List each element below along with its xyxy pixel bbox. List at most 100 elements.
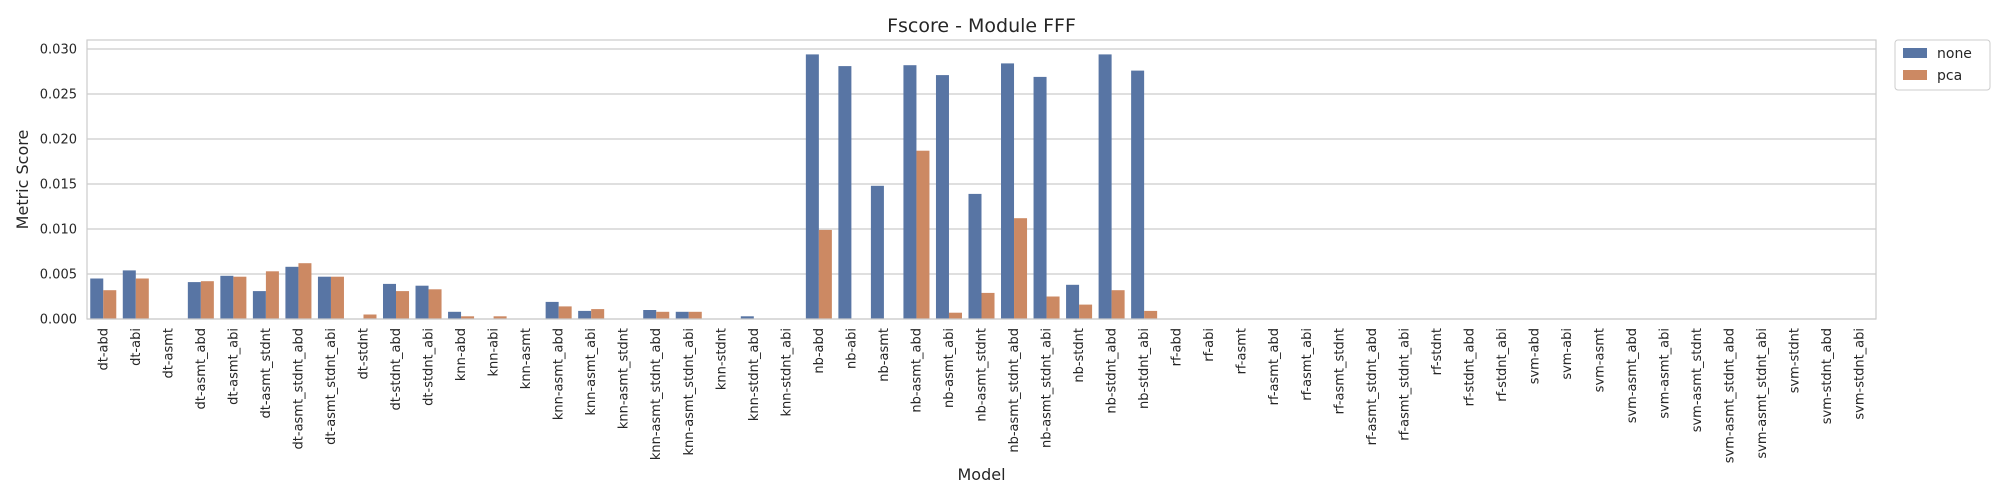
bar-none-nb-stdnt_abd bbox=[1098, 54, 1112, 320]
bar-pca-knn-abi bbox=[493, 316, 507, 319]
bar-none-nb-asmt_abi bbox=[935, 75, 949, 319]
y-tick-label: 0.030 bbox=[40, 43, 77, 58]
x-tick-label: knn-asmt_abd bbox=[552, 328, 567, 420]
x-axis-label: Model bbox=[957, 465, 1005, 484]
bar-pca-knn-asmt_abd bbox=[558, 306, 572, 319]
bar-none-knn-abd bbox=[448, 311, 462, 319]
bar-pca-nb-abd bbox=[818, 229, 832, 319]
x-tick-label: rf-abd bbox=[1170, 328, 1185, 366]
bar-pca-nb-asmt_abi bbox=[948, 312, 962, 319]
x-tick-label: knn-asmt bbox=[519, 328, 534, 389]
x-tick-label: svm-asmt bbox=[1593, 328, 1608, 392]
bar-pca-knn-asmt_stdnt_abi bbox=[688, 311, 702, 319]
x-tick-label: svm-stdnt_abi bbox=[1853, 328, 1868, 420]
bar-none-nb-abd bbox=[805, 54, 819, 320]
x-tick-label: svm-abi bbox=[1560, 328, 1575, 380]
x-tick-label: rf-asmt_stdnt_abd bbox=[1365, 328, 1380, 445]
x-tick-label: dt-asmt_stdnt bbox=[259, 328, 274, 419]
x-tick-label: rf-abi bbox=[1202, 328, 1217, 362]
x-tick-label: knn-asmt_abi bbox=[584, 328, 599, 416]
chart-title: Fscore - Module FFF bbox=[887, 15, 1076, 37]
x-tick-label: knn-stdnt_abd bbox=[747, 328, 762, 421]
x-tick-label: dt-asmt_stdnt_abi bbox=[324, 328, 339, 445]
legend: none pca bbox=[1894, 39, 1991, 91]
bar-pca-nb-stdnt_abd bbox=[1111, 290, 1125, 319]
x-tick-label: dt-stdnt bbox=[356, 328, 371, 380]
x-tick-label: nb-asmt_stdnt bbox=[975, 328, 990, 422]
x-tick-label: rf-asmt_abd bbox=[1267, 328, 1282, 405]
bar-none-dt-abd bbox=[90, 278, 104, 319]
y-tick-label: 0.005 bbox=[40, 268, 77, 283]
bar-none-knn-asmt_stdnt_abd bbox=[643, 310, 657, 319]
x-tick-label: rf-stdnt_abi bbox=[1495, 328, 1510, 402]
x-tick-label: nb-asmt_abi bbox=[942, 328, 957, 408]
bar-none-nb-stdnt bbox=[1066, 284, 1080, 319]
bar-pca-nb-stdnt bbox=[1079, 304, 1093, 319]
bar-pca-nb-asmt_stdnt_abi bbox=[1046, 296, 1060, 319]
x-tick-label: dt-stdnt_abd bbox=[389, 328, 404, 410]
bar-pca-nb-asmt_stdnt bbox=[981, 292, 995, 319]
x-tick-label: rf-asmt_abi bbox=[1300, 328, 1315, 401]
bar-pca-knn-abd bbox=[461, 316, 475, 319]
x-tick-label: nb-asmt_abd bbox=[909, 328, 924, 413]
bar-pca-dt-asmt_stdnt bbox=[265, 271, 279, 319]
y-tick-label: 0.020 bbox=[40, 133, 77, 148]
x-tick-label: nb-stdnt_abd bbox=[1105, 328, 1120, 414]
bar-pca-nb-asmt_stdnt_abd bbox=[1014, 218, 1028, 319]
x-tick-label: svm-asmt_stdnt bbox=[1690, 328, 1705, 432]
x-tick-label: dt-asmt bbox=[161, 328, 176, 379]
legend-swatch-none bbox=[1903, 48, 1927, 58]
y-tick-label: 0.000 bbox=[40, 313, 77, 328]
x-tick-label: knn-abi bbox=[487, 328, 502, 377]
bar-pca-dt-stdnt_abd bbox=[396, 291, 410, 319]
bar-pca-dt-abi bbox=[135, 278, 149, 319]
x-tick-label: svm-abd bbox=[1527, 328, 1542, 384]
x-tick-label: svm-stdnt_abd bbox=[1820, 328, 1835, 424]
y-tick-label: 0.025 bbox=[40, 88, 77, 103]
x-tick-label: dt-asmt_stdnt_abd bbox=[291, 328, 306, 449]
x-tick-label: nb-abd bbox=[812, 328, 827, 374]
bar-none-knn-asmt_abi bbox=[578, 310, 592, 319]
bar-none-nb-abi bbox=[838, 66, 852, 319]
x-tick-label: knn-asmt_stdnt bbox=[617, 328, 632, 429]
bar-none-nb-asmt_stdnt bbox=[968, 193, 982, 319]
bar-none-dt-stdnt_abd bbox=[382, 283, 397, 319]
x-tick-label: svm-asmt_stdnt_abi bbox=[1755, 328, 1770, 459]
legend-swatch-pca bbox=[1903, 70, 1927, 80]
bar-pca-knn-asmt_stdnt_abd bbox=[656, 311, 670, 319]
x-tick-label: svm-asmt_abd bbox=[1625, 328, 1640, 423]
bar-pca-dt-stdnt bbox=[363, 314, 377, 319]
bar-none-knn-stdnt_abd bbox=[740, 316, 754, 319]
bar-pca-knn-asmt_abi bbox=[591, 309, 605, 319]
x-tick-label: svm-stdnt bbox=[1788, 328, 1803, 393]
x-tick-label: knn-abd bbox=[454, 328, 469, 381]
bar-none-nb-asmt_stdnt_abd bbox=[1001, 63, 1015, 320]
bar-pca-nb-asmt_abd bbox=[916, 150, 930, 319]
x-tick-label: nb-asmt_stdnt_abd bbox=[1007, 328, 1022, 453]
bar-none-nb-asmt_abd bbox=[903, 65, 917, 319]
x-tick-label: rf-asmt_stdnt bbox=[1332, 328, 1347, 414]
bar-none-dt-asmt_stdnt_abd bbox=[285, 266, 299, 319]
y-axis-label: Metric Score bbox=[13, 130, 32, 230]
bars bbox=[90, 54, 1158, 320]
x-tick-label: dt-abd bbox=[96, 328, 111, 371]
bar-none-knn-asmt_stdnt_abi bbox=[675, 311, 689, 319]
x-tick-label: nb-stdnt bbox=[1072, 328, 1087, 383]
bar-none-nb-stdnt_abi bbox=[1131, 70, 1145, 319]
x-tick-label: svm-asmt_stdnt_abd bbox=[1723, 328, 1738, 463]
x-tick-label: knn-stdnt bbox=[714, 328, 729, 390]
y-tick-labels: 0.000 0.005 0.010 0.015 0.020 0.025 0.030 bbox=[40, 43, 77, 328]
bar-pca-dt-stdnt_abi bbox=[428, 289, 442, 319]
bar-none-dt-asmt_abd bbox=[187, 282, 201, 319]
bar-none-dt-abi bbox=[122, 270, 136, 319]
x-tick-label: rf-asmt_stdnt_abi bbox=[1397, 328, 1412, 441]
x-tick-label: dt-asmt_abi bbox=[226, 328, 241, 405]
x-tick-label: nb-asmt bbox=[877, 328, 892, 382]
bar-pca-dt-abd bbox=[103, 290, 117, 319]
x-tick-label: knn-asmt_stdnt_abd bbox=[649, 328, 664, 460]
x-tick-label: rf-stdnt bbox=[1430, 328, 1445, 375]
x-tick-label: nb-stdnt_abi bbox=[1137, 328, 1152, 409]
bar-pca-dt-asmt_abi bbox=[233, 276, 247, 319]
legend-label-none: none bbox=[1937, 46, 1972, 62]
